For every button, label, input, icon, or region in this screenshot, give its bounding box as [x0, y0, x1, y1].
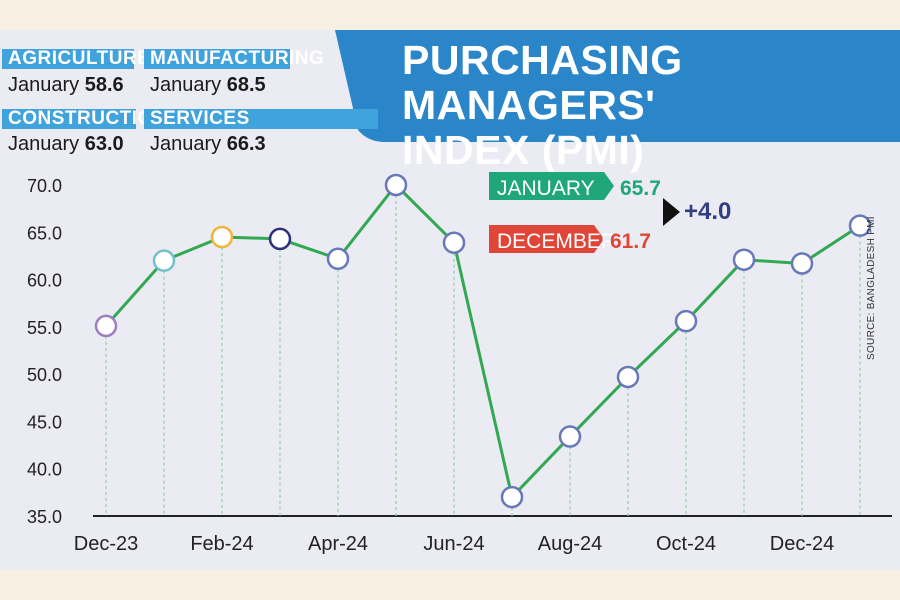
- sector-tab-agriculture: AGRICULTURE: [2, 49, 150, 69]
- sector-period: January: [150, 133, 222, 155]
- y-tick-label: 70.0: [27, 176, 62, 196]
- data-point-Jul-24: [500, 485, 524, 509]
- january-value: 65.7: [620, 177, 661, 200]
- x-tick-label: Dec-23: [74, 533, 138, 555]
- sector-figure: 63.0: [84, 133, 124, 155]
- data-point-Jan-25: [848, 214, 872, 237]
- december-tag-shape: [489, 225, 604, 253]
- january-label: JANUARY: [497, 177, 595, 200]
- sector-figure: 58.6: [84, 74, 124, 96]
- change-arrow-icon: [663, 198, 680, 226]
- sector-figure: 66.3: [226, 133, 266, 155]
- y-tick-label: 35.0: [27, 507, 62, 527]
- data-point-Mar-24: [268, 227, 292, 251]
- source-note: SOURCE: BANGLADESH PMI: [866, 216, 877, 360]
- data-point-Dec-23: [94, 314, 118, 338]
- drop-lines: [105, 195, 861, 516]
- y-tick-label: 60.0: [27, 271, 62, 291]
- x-tick-label: Oct-24: [656, 533, 716, 555]
- sector-figure: 68.5: [226, 74, 266, 96]
- data-point-Aug-24: [558, 425, 582, 448]
- y-tick-label: 50.0: [27, 365, 62, 385]
- header-banner: [335, 30, 900, 142]
- pmi-markers: [94, 173, 872, 509]
- data-point-Oct-24: [674, 309, 698, 333]
- sector-value-construction: January 63.0: [8, 133, 124, 155]
- december-label: DECEMBER: [497, 230, 616, 253]
- banner-blue-shape: [335, 30, 900, 142]
- data-point-Dec-24: [790, 252, 814, 275]
- data-point-Feb-24: [210, 225, 234, 249]
- sector-tab-construction: CONSTRUCTION: [2, 109, 167, 129]
- x-tick-label: Dec-24: [770, 533, 834, 555]
- change-value: +4.0: [684, 198, 731, 225]
- data-point-Sep-24: [616, 365, 640, 389]
- sector-value-services: January 66.3: [150, 133, 266, 155]
- title-line-1: PURCHASING MANAGERS': [402, 37, 683, 128]
- data-point-Nov-24: [732, 248, 756, 271]
- change-indicator: +4.0: [663, 198, 731, 226]
- infographic-card: AGRICULTURE January 58.6 MANUFACTURING J…: [0, 30, 900, 570]
- sector-period: January: [150, 74, 222, 96]
- data-point-Jun-24: [442, 231, 466, 254]
- x-tick-label: Apr-24: [308, 533, 368, 555]
- sector-tab-manufacturing: MANUFACTURING: [144, 49, 324, 69]
- sector-tab-services: SERVICES: [144, 109, 378, 129]
- sector-period: January: [8, 133, 80, 155]
- pmi-line-chart: 35.0 40.0 45.0 50.0 55.0 60.0 65.0 70.0 Dec-23 F…: [27, 172, 892, 555]
- title-line-2: INDEX (PMI): [402, 127, 645, 173]
- chart-title: PURCHASING MANAGERS' INDEX (PMI): [402, 38, 900, 173]
- january-tag: JANUARY 65.7: [489, 172, 661, 200]
- y-tick-label: 40.0: [27, 460, 62, 480]
- x-tick-label: Aug-24: [538, 533, 603, 555]
- x-tick-labels: Dec-23 Feb-24 Apr-24 Jun-24 Aug-24 Oct-24 Dec-…: [74, 533, 834, 555]
- x-tick-label: Feb-24: [190, 533, 253, 555]
- data-point-Apr-24: [326, 247, 350, 271]
- y-tick-label: 55.0: [27, 318, 62, 338]
- y-tick-labels: 35.0 40.0 45.0 50.0 55.0 60.0 65.0 70.0: [27, 176, 62, 527]
- data-point-May-24: [384, 173, 408, 197]
- sector-period: January: [8, 74, 80, 96]
- sector-value-manufacturing: January 68.5: [150, 74, 266, 96]
- x-tick-label: Jun-24: [423, 533, 484, 555]
- data-point-Jan-24: [152, 249, 176, 272]
- y-tick-label: 65.0: [27, 223, 62, 243]
- december-tag: DECEMBER 61.7: [489, 225, 651, 253]
- january-tag-shape: [489, 172, 614, 200]
- sector-value-agriculture: January 58.6: [8, 74, 124, 96]
- y-tick-label: 45.0: [27, 412, 62, 432]
- december-value: 61.7: [610, 230, 651, 253]
